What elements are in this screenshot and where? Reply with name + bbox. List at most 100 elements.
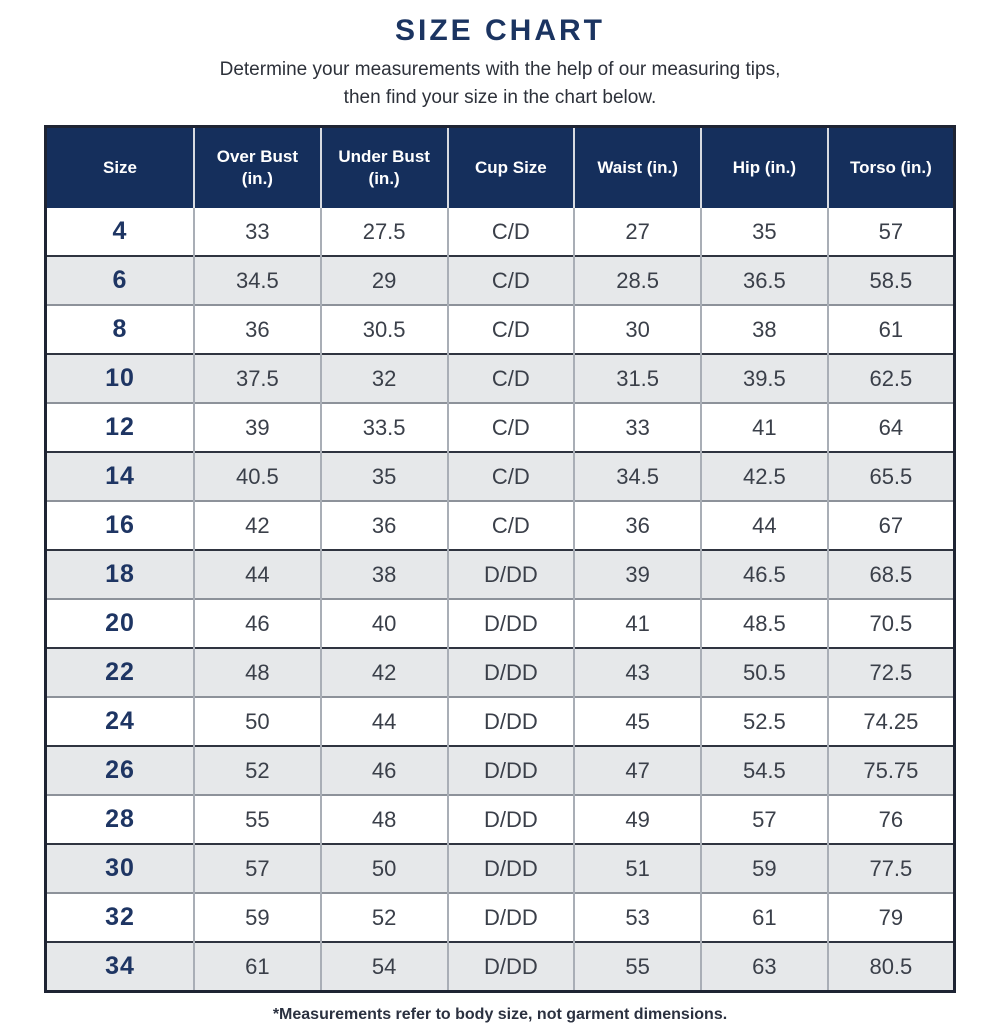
size-cell: 12 xyxy=(45,403,194,453)
data-cell: 53 xyxy=(573,893,701,943)
table-row: 20 46 40 D/DD 41 48.5 70.5 xyxy=(45,599,955,649)
size-cell: 6 xyxy=(45,256,194,306)
data-cell: 31.5 xyxy=(573,354,701,404)
table-row: 18 44 38 D/DD 39 46.5 68.5 xyxy=(45,550,955,600)
size-chart-page: SIZE CHART Determine your measurements w… xyxy=(0,14,1000,1024)
data-cell: 57 xyxy=(826,208,955,257)
data-cell: 34.5 xyxy=(573,452,701,502)
column-header-size: Size xyxy=(45,126,194,209)
data-cell: 72.5 xyxy=(826,648,955,698)
data-cell: 40 xyxy=(319,599,448,649)
data-cell: D/DD xyxy=(446,648,575,698)
table-row: 30 57 50 D/DD 51 59 77.5 xyxy=(45,844,955,894)
size-chart-table: Size Over Bust (in.) Under Bust (in.) Cup S… xyxy=(44,125,956,994)
data-cell: C/D xyxy=(446,208,575,257)
data-cell: 63 xyxy=(700,942,828,992)
table-row: 16 42 36 C/D 36 44 67 xyxy=(45,501,955,551)
size-cell: 22 xyxy=(45,648,194,698)
data-cell: 57 xyxy=(700,795,828,845)
size-cell: 26 xyxy=(45,746,194,796)
data-cell: D/DD xyxy=(446,795,575,845)
column-header-over-bust-in: Over Bust (in.) xyxy=(193,126,321,209)
data-cell: 57 xyxy=(193,844,321,894)
size-cell: 14 xyxy=(45,452,194,502)
data-cell: D/DD xyxy=(446,844,575,894)
data-cell: 38 xyxy=(319,550,448,600)
size-cell: 30 xyxy=(45,844,194,894)
column-header-cup-size: Cup Size xyxy=(446,126,575,209)
data-cell: 46 xyxy=(319,746,448,796)
data-cell: 54 xyxy=(319,942,448,992)
data-cell: 39.5 xyxy=(700,354,828,404)
subtitle-line-2: then find your size in the chart below. xyxy=(343,86,657,108)
data-cell: 30 xyxy=(573,305,701,355)
data-cell: 47 xyxy=(573,746,701,796)
footnote: *Measurements refer to body size, not ga… xyxy=(272,1006,728,1024)
data-cell: 38 xyxy=(700,305,828,355)
data-cell: 59 xyxy=(700,844,828,894)
data-cell: D/DD xyxy=(446,697,575,747)
data-cell: 43 xyxy=(573,648,701,698)
data-cell: 49 xyxy=(573,795,701,845)
data-cell: 76 xyxy=(826,795,955,845)
size-cell: 8 xyxy=(45,305,194,355)
data-cell: C/D xyxy=(446,256,575,306)
data-cell: 70.5 xyxy=(826,599,955,649)
data-cell: 50 xyxy=(193,697,321,747)
data-cell: 55 xyxy=(193,795,321,845)
data-cell: 27 xyxy=(573,208,701,257)
data-cell: D/DD xyxy=(446,746,575,796)
data-cell: 48.5 xyxy=(700,599,828,649)
table-row: 4 33 27.5 C/D 27 35 57 xyxy=(45,208,955,257)
data-cell: 48 xyxy=(319,795,448,845)
data-cell: 61 xyxy=(700,893,828,943)
data-cell: C/D xyxy=(446,501,575,551)
data-cell: 62.5 xyxy=(826,354,955,404)
data-cell: 59 xyxy=(193,893,321,943)
data-cell: D/DD xyxy=(446,599,575,649)
data-cell: 61 xyxy=(826,305,955,355)
data-cell: 65.5 xyxy=(826,452,955,502)
data-cell: 36 xyxy=(319,501,448,551)
data-cell: 33.5 xyxy=(319,403,448,453)
data-cell: 28.5 xyxy=(573,256,701,306)
data-cell: 44 xyxy=(319,697,448,747)
data-cell: C/D xyxy=(446,452,575,502)
size-cell: 10 xyxy=(45,354,194,404)
data-cell: 54.5 xyxy=(700,746,828,796)
data-cell: 42.5 xyxy=(700,452,828,502)
data-cell: 52 xyxy=(193,746,321,796)
table-row: 10 37.5 32 C/D 31.5 39.5 62.5 xyxy=(45,354,955,404)
data-cell: 52 xyxy=(319,893,448,943)
subtitle: Determine your measurements with the hel… xyxy=(0,56,1000,111)
table-row: 6 34.5 29 C/D 28.5 36.5 58.5 xyxy=(45,256,955,306)
table-header: Size Over Bust (in.) Under Bust (in.) Cup S… xyxy=(45,126,955,209)
data-cell: 33 xyxy=(573,403,701,453)
data-cell: D/DD xyxy=(446,550,575,600)
table-body: 4 33 27.5 C/D 27 35 57 6 34.5 29 C/D 28.5 36.5 58.5 8 3… xyxy=(45,208,955,992)
data-cell: C/D xyxy=(446,305,575,355)
data-cell: 75.75 xyxy=(826,746,955,796)
table-row: 12 39 33.5 C/D 33 41 64 xyxy=(45,403,955,453)
data-cell: 46 xyxy=(193,599,321,649)
data-cell: 39 xyxy=(573,550,701,600)
data-cell: 40.5 xyxy=(193,452,321,502)
data-cell: D/DD xyxy=(446,942,575,992)
size-cell: 28 xyxy=(45,795,194,845)
data-cell: 32 xyxy=(319,354,448,404)
data-cell: 35 xyxy=(700,208,828,257)
data-cell: 61 xyxy=(193,942,321,992)
data-cell: 27.5 xyxy=(319,208,448,257)
data-cell: C/D xyxy=(446,403,575,453)
table-row: 28 55 48 D/DD 49 57 76 xyxy=(45,795,955,845)
table-row: 24 50 44 D/DD 45 52.5 74.25 xyxy=(45,697,955,747)
data-cell: 80.5 xyxy=(826,942,955,992)
data-cell: 36 xyxy=(193,305,321,355)
table-row: 32 59 52 D/DD 53 61 79 xyxy=(45,893,955,943)
size-cell: 20 xyxy=(45,599,194,649)
table-row: 22 48 42 D/DD 43 50.5 72.5 xyxy=(45,648,955,698)
data-cell: C/D xyxy=(446,354,575,404)
size-cell: 16 xyxy=(45,501,194,551)
data-cell: 77.5 xyxy=(826,844,955,894)
subtitle-line-1: Determine your measurements with the hel… xyxy=(219,59,781,80)
